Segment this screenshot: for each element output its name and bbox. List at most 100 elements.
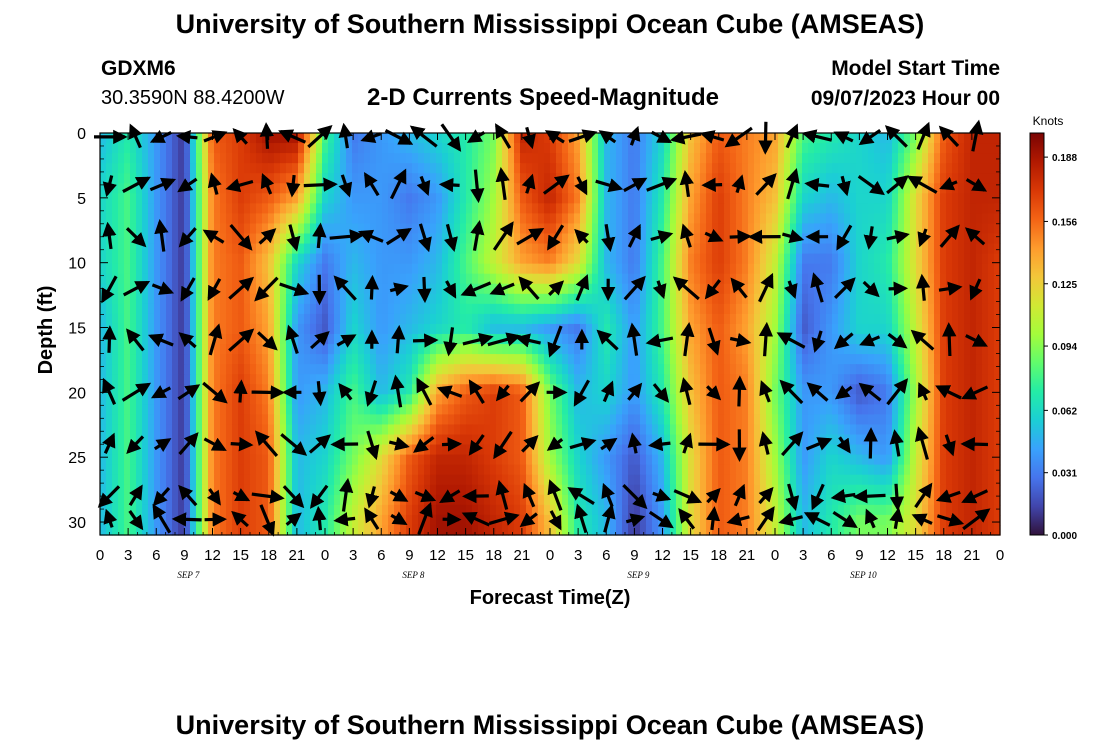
heatmap-cell <box>550 253 557 265</box>
heatmap-cell <box>802 143 809 154</box>
heatmap-cell <box>712 223 719 235</box>
heatmap-cell <box>916 263 923 275</box>
heatmap-cell <box>214 253 221 265</box>
heatmap-cell <box>142 454 149 466</box>
heatmap-cell <box>718 203 725 214</box>
heatmap-cell <box>538 143 545 154</box>
heatmap-cell <box>556 374 563 385</box>
heatmap-cell <box>934 424 941 436</box>
heatmap-cell <box>604 414 611 426</box>
heatmap-cell <box>178 404 185 415</box>
heatmap-cell <box>958 424 965 436</box>
heatmap-cell <box>742 243 749 255</box>
heatmap-cell <box>256 454 263 466</box>
heatmap-cell <box>508 283 515 295</box>
heatmap-cell <box>772 444 779 456</box>
heatmap-cell <box>652 203 659 214</box>
heatmap-cell <box>694 153 701 164</box>
heatmap-cell <box>664 223 671 235</box>
heatmap-cell <box>718 364 725 375</box>
heatmap-cell <box>166 163 173 174</box>
heatmap-cell <box>970 454 977 466</box>
heatmap-cell <box>244 313 251 325</box>
heatmap-cell <box>850 424 857 436</box>
heatmap-cell <box>658 344 665 355</box>
heatmap-cell <box>478 233 485 245</box>
heatmap-cell <box>616 243 623 255</box>
heatmap-cell <box>220 163 227 174</box>
heatmap-cell <box>154 153 161 164</box>
heatmap-cell <box>124 143 131 154</box>
heatmap-cell <box>886 133 893 144</box>
heatmap-cell <box>994 253 1001 265</box>
heatmap-cell <box>754 233 761 245</box>
heatmap-cell <box>466 344 473 355</box>
heatmap-cell <box>676 354 683 365</box>
heatmap-cell <box>634 414 641 426</box>
heatmap-cell <box>802 434 809 446</box>
heatmap-cell <box>910 183 917 194</box>
heatmap-cell <box>688 173 695 184</box>
heatmap-cell <box>856 404 863 415</box>
heatmap-cell <box>700 354 707 365</box>
heatmap-cell <box>118 153 125 164</box>
heatmap-cell <box>478 444 485 456</box>
heatmap-cell <box>244 253 251 265</box>
heatmap-cell <box>670 444 677 456</box>
heatmap-cell <box>466 354 473 365</box>
heatmap-cell <box>760 293 767 305</box>
heatmap-cell <box>922 414 929 426</box>
heatmap-cell <box>850 293 857 305</box>
heatmap-cell <box>406 313 413 325</box>
heatmap-cell <box>214 163 221 174</box>
heatmap-cell <box>688 454 695 466</box>
heatmap-cell <box>328 133 335 144</box>
heatmap-cell <box>772 243 779 255</box>
heatmap-cell <box>832 303 839 315</box>
heatmap-cell <box>514 283 521 295</box>
heatmap-cell <box>268 374 275 385</box>
heatmap-cell <box>190 183 197 194</box>
heatmap-cell <box>946 374 953 385</box>
heatmap-cell <box>910 313 917 325</box>
heatmap-cell <box>430 344 437 355</box>
heatmap-cell <box>838 293 845 305</box>
heatmap-cell <box>556 313 563 325</box>
heatmap-cell <box>622 303 629 315</box>
heatmap-cell <box>310 203 317 214</box>
heatmap-cell <box>700 424 707 436</box>
heatmap-cell <box>790 364 797 375</box>
heatmap-cell <box>280 193 287 204</box>
heatmap-cell <box>742 414 749 426</box>
heatmap-cell <box>196 444 203 456</box>
heatmap-cell <box>586 354 593 365</box>
heatmap-cell <box>718 173 725 184</box>
heatmap-cell <box>304 394 311 405</box>
heatmap-cell <box>772 223 779 235</box>
heatmap-cell <box>484 163 491 174</box>
heatmap-cell <box>298 464 305 476</box>
heatmap-cell <box>886 424 893 436</box>
heatmap-cell <box>532 394 539 405</box>
heatmap-cell <box>982 243 989 255</box>
heatmap-cell <box>196 354 203 365</box>
heatmap-cell <box>646 354 653 365</box>
heatmap-cell <box>328 334 335 345</box>
heatmap-cell <box>658 213 665 225</box>
heatmap-cell <box>874 303 881 315</box>
heatmap-cell <box>628 364 635 375</box>
heatmap-cell <box>322 364 329 375</box>
heatmap-cell <box>586 454 593 466</box>
heatmap-cell <box>562 273 569 285</box>
heatmap-cell <box>454 253 461 265</box>
heatmap-cell <box>484 193 491 204</box>
heatmap-cell <box>934 223 941 235</box>
heatmap-cell <box>418 213 425 225</box>
heatmap-cell <box>124 434 131 446</box>
heatmap-cell <box>880 394 887 405</box>
heatmap-cell <box>934 213 941 225</box>
heatmap-cell <box>202 193 209 204</box>
heatmap-cell <box>958 263 965 275</box>
heatmap-cell <box>400 313 407 325</box>
heatmap-cell <box>436 193 443 204</box>
